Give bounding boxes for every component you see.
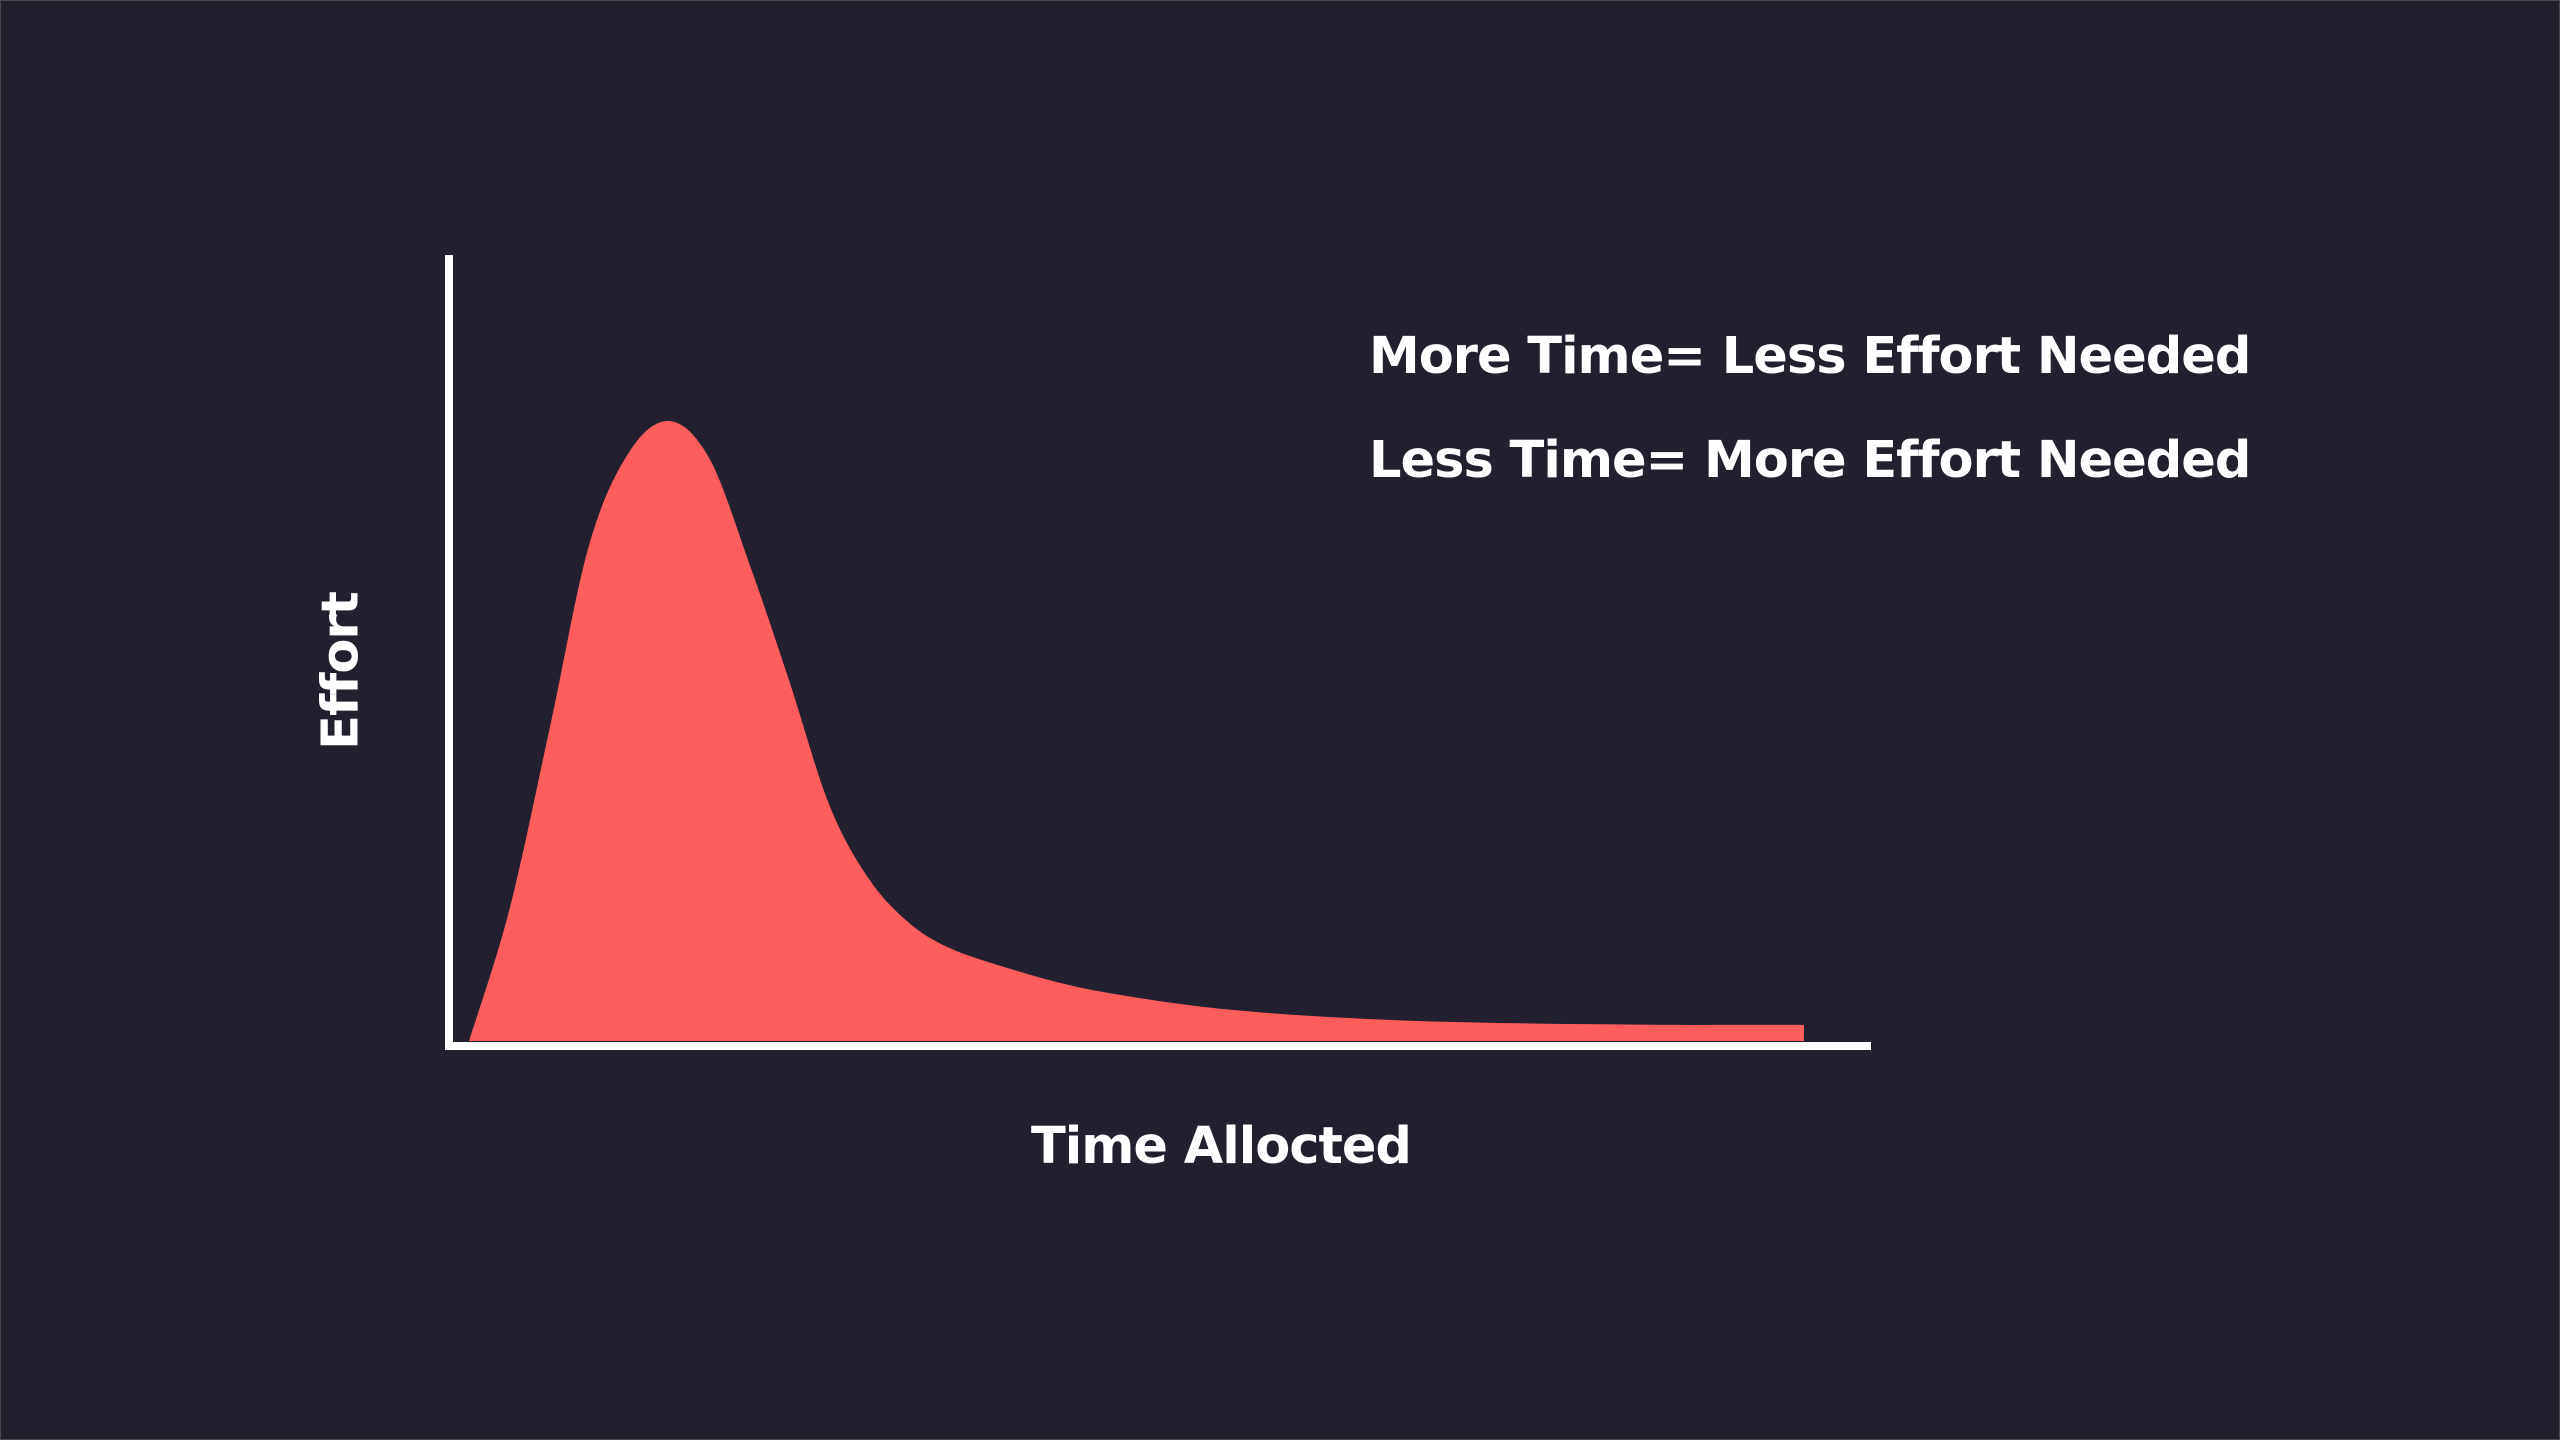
x-axis-label: Time Allocted — [1031, 1117, 1412, 1176]
annotation-more-time: More Time= Less Effort Needed — [1369, 327, 2251, 386]
y-axis-label: Effort — [311, 592, 371, 750]
effort-area — [469, 420, 1804, 1041]
annotation-less-time: Less Time= More Effort Needed — [1369, 431, 2251, 490]
